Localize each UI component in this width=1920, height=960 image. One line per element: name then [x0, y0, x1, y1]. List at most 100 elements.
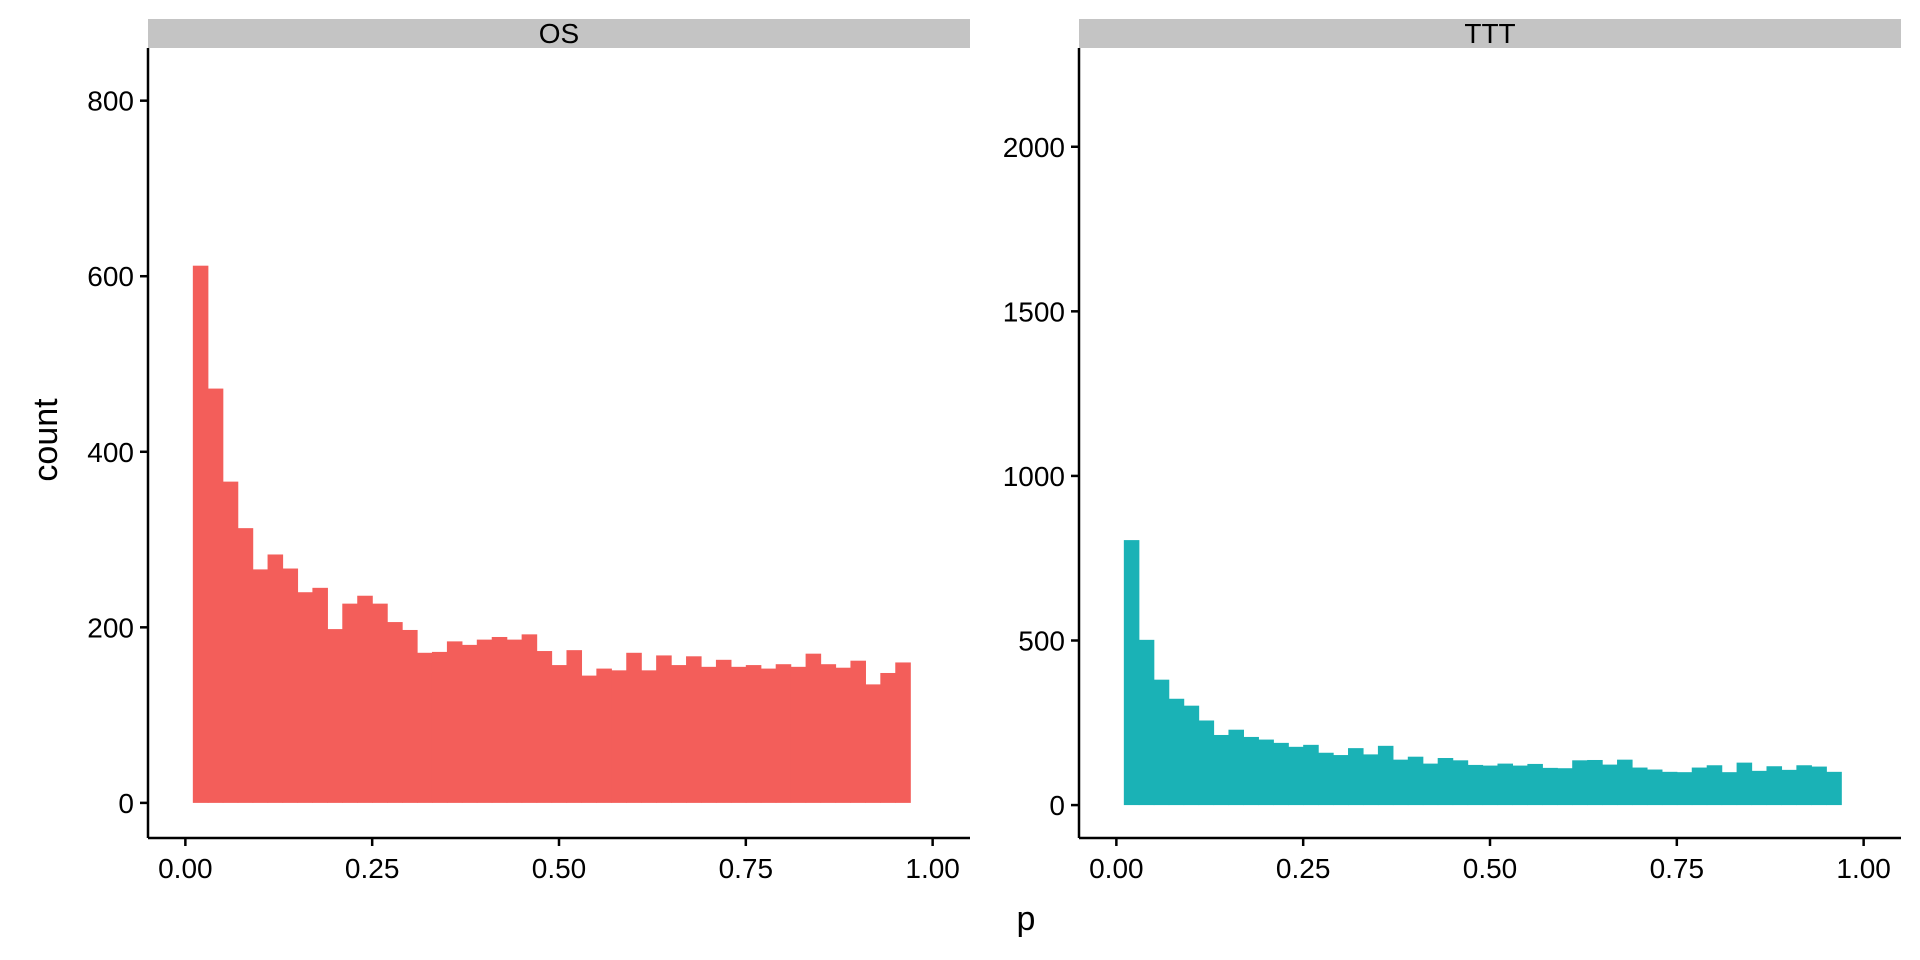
- histogram-bar: [1736, 762, 1753, 806]
- histogram-bar: [820, 664, 837, 803]
- histogram-bar: [1661, 771, 1678, 806]
- histogram-bar: [506, 639, 523, 803]
- histogram-bar: [850, 660, 866, 803]
- histogram-bar: [237, 528, 254, 803]
- histogram-bar: [715, 659, 732, 803]
- histogram-bar: [461, 644, 478, 803]
- histogram-bar: [700, 666, 717, 803]
- histogram-bar: [1631, 767, 1648, 806]
- histogram-bar: [1288, 746, 1304, 806]
- bars: [1123, 540, 1842, 806]
- x-tick-label: 0.00: [1089, 853, 1144, 884]
- histogram-bar: [1153, 679, 1170, 806]
- histogram-bar: [551, 665, 568, 803]
- histogram-bar: [1183, 705, 1200, 806]
- strip-label: TTT: [1464, 18, 1515, 49]
- histogram-bar: [1467, 764, 1484, 806]
- histogram-bar: [1482, 765, 1499, 806]
- histogram-bar: [282, 568, 299, 803]
- histogram-bar: [1213, 734, 1230, 806]
- histogram-bar: [805, 653, 822, 803]
- histogram-bar: [1138, 639, 1155, 806]
- histogram-bar: [790, 666, 807, 803]
- histogram-bar: [1228, 729, 1244, 806]
- histogram-bar: [730, 666, 747, 803]
- histogram-bar: [686, 656, 702, 803]
- histogram-bar: [865, 684, 881, 803]
- histogram-bar: [895, 662, 911, 803]
- histogram-bar: [1377, 745, 1394, 806]
- histogram-bar: [745, 665, 762, 803]
- x-tick-label: 0.00: [158, 853, 213, 884]
- panel-ttt: TTT 0 500 1000 1500 2000 0.00 0.25 0.50 0.75 1.00: [1003, 18, 1901, 884]
- y-tick-label: 1500: [1003, 296, 1065, 327]
- histogram-bar: [1318, 752, 1334, 806]
- x-axis-title: p: [1017, 900, 1036, 938]
- x-tick-label: 1.00: [1836, 853, 1891, 884]
- histogram-bar: [1796, 765, 1812, 806]
- y-tick-label: 0: [118, 788, 134, 819]
- x-tick-label: 0.50: [1463, 853, 1518, 884]
- histogram-bar: [1826, 771, 1842, 806]
- histogram-bar: [521, 634, 538, 803]
- x-tick-label: 1.00: [905, 853, 960, 884]
- histogram-bar: [1243, 736, 1259, 806]
- histogram-bar: [1392, 759, 1409, 806]
- histogram-bar: [357, 595, 373, 803]
- histogram-bar: [656, 655, 672, 803]
- strip-label: OS: [539, 18, 579, 49]
- histogram-bar: [880, 672, 896, 803]
- histogram-bar: [835, 667, 852, 803]
- histogram-bar: [1602, 764, 1618, 806]
- histogram-bar: [1348, 748, 1364, 806]
- histogram-bar: [267, 554, 284, 803]
- histogram-bar: [1512, 765, 1528, 806]
- histogram-bar: [417, 652, 433, 803]
- y-tick-label: 800: [87, 86, 134, 117]
- histogram-bar: [1422, 763, 1439, 806]
- histogram-bar: [1497, 763, 1514, 806]
- histogram-bar: [1168, 698, 1185, 806]
- histogram-bar: [1452, 760, 1469, 806]
- histogram-bar: [1407, 756, 1424, 806]
- histogram-bar: [327, 629, 343, 803]
- histogram-bar: [596, 668, 612, 803]
- histogram-bar: [1617, 759, 1633, 806]
- histogram-bar: [1721, 772, 1738, 806]
- histogram-bar: [775, 664, 792, 803]
- histogram-bar: [1198, 720, 1215, 806]
- bars: [192, 265, 911, 803]
- y-tick-label: 200: [87, 612, 134, 643]
- histogram-bar: [1811, 766, 1827, 806]
- histogram-bar: [372, 603, 388, 803]
- histogram-bar: [207, 388, 224, 803]
- y-tick-label: 600: [87, 261, 134, 292]
- histogram-bar: [1781, 769, 1797, 806]
- histogram-bar: [1123, 540, 1140, 806]
- histogram-bar: [402, 629, 418, 803]
- histogram-bar: [1542, 767, 1558, 806]
- y-tick-label: 1000: [1003, 461, 1065, 492]
- histogram-bar: [1676, 772, 1693, 806]
- histogram-bar: [1691, 767, 1708, 806]
- histogram-bar: [1527, 763, 1543, 806]
- histogram-bar: [671, 665, 687, 803]
- histogram-bar: [760, 668, 777, 803]
- histogram-bar: [431, 651, 448, 803]
- histogram-bar: [536, 651, 553, 803]
- histogram-bar: [581, 675, 597, 803]
- histogram-bar: [491, 636, 508, 803]
- panel-os: OS 0 200 400 600 800 0.00 0.25 0.50 0.75 1.00: [87, 18, 970, 884]
- histogram-bar: [1333, 755, 1349, 806]
- histogram-bar: [1258, 739, 1274, 806]
- y-tick-label: 500: [1018, 626, 1065, 657]
- y-tick-label: 2000: [1003, 132, 1065, 163]
- histogram-bar: [1557, 768, 1573, 806]
- histogram-bar: [297, 592, 313, 803]
- histogram-bar: [342, 603, 358, 803]
- histogram-bar: [1362, 754, 1379, 806]
- histogram-bar: [252, 569, 269, 803]
- x-tick-label: 0.50: [532, 853, 587, 884]
- strip-background: [1079, 19, 1901, 48]
